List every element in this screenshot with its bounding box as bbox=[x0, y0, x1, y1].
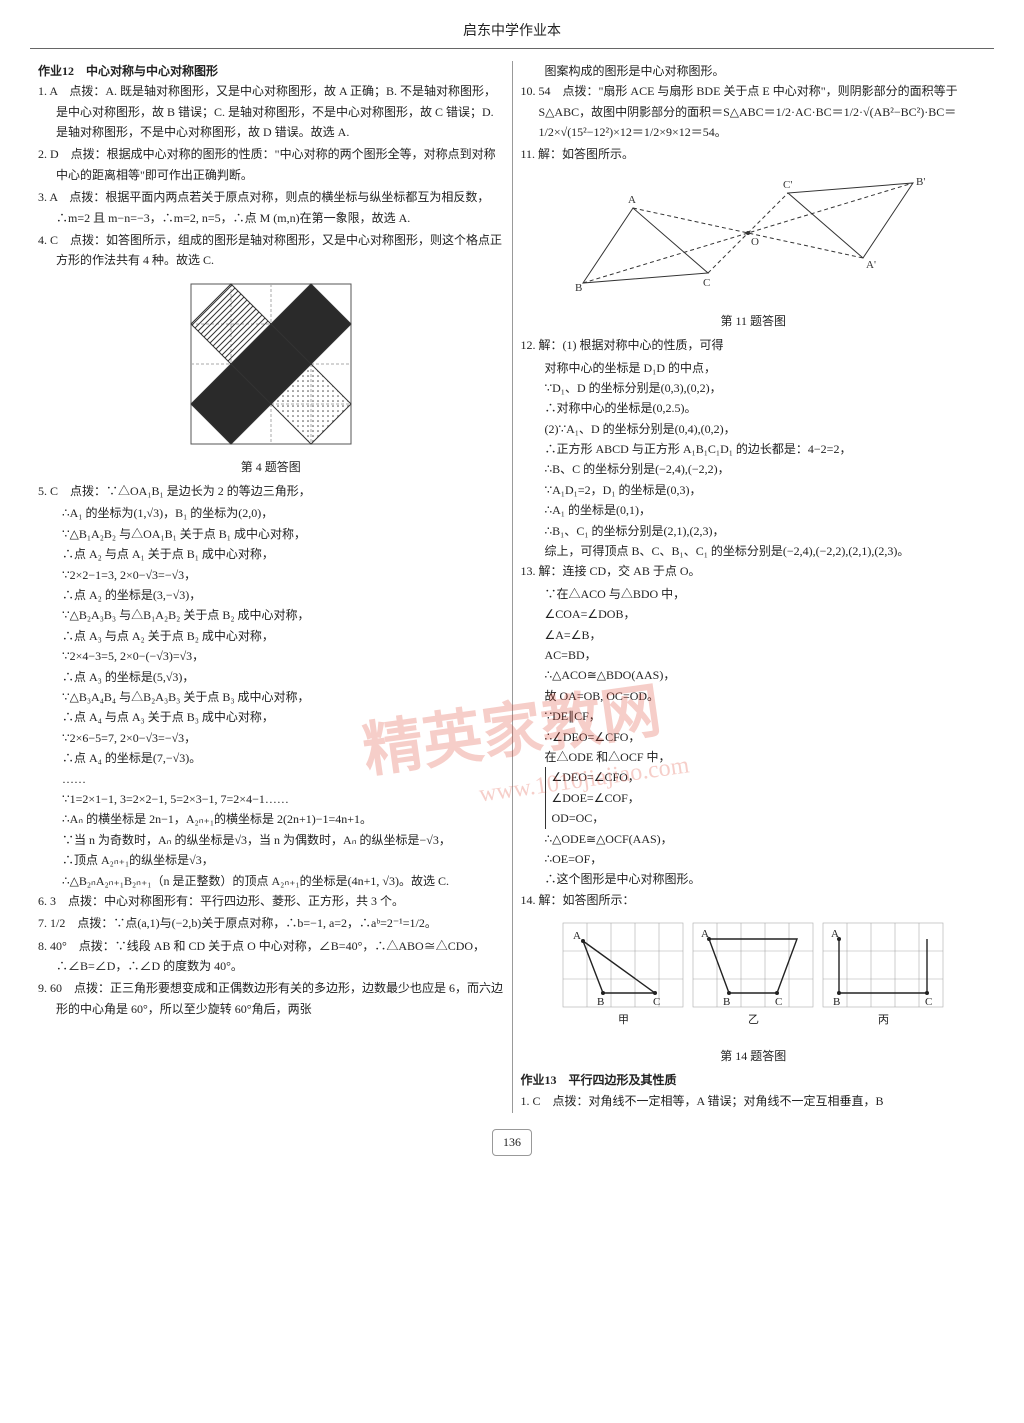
q9: 9. 60 点拨：正三角形要想变成和正偶数边形有关的多边形，边数最少也应是 6，… bbox=[38, 978, 504, 1019]
q5-line: ∴△B₂ₙA₂ₙ₊₁B₂ₙ₊₁（n 是正整数）的顶点 A₂ₙ₊₁的坐标是(4n+… bbox=[38, 871, 504, 891]
page-number: 136 bbox=[492, 1129, 532, 1155]
figure-4 bbox=[38, 279, 504, 449]
section-12-title: 作业12 中心对称与中心对称图形 bbox=[38, 61, 504, 81]
q12-line: ∴B、C 的坐标分别是(−2,4),(−2,2)， bbox=[521, 459, 987, 479]
q13-tail: ∴这个图形是中心对称图形。 bbox=[521, 869, 987, 889]
svg-text:A': A' bbox=[866, 259, 876, 271]
q13-line: 在△ODE 和△OCF 中， bbox=[521, 747, 987, 767]
q13-line: 故 OA=OB, OC=OD。 bbox=[521, 686, 987, 706]
s13-q1: 1. C 点拨：对角线不一定相等，A 错误；对角线不一定互相垂直，B bbox=[521, 1091, 987, 1111]
q5-lead: 5. C 点拨：∵△OA₁B₁ 是边长为 2 的等边三角形， bbox=[38, 481, 504, 501]
svg-text:A: A bbox=[701, 928, 709, 940]
q13-brace-line: ∠DEO=∠CFO， bbox=[552, 767, 987, 787]
q4: 4. C 点拨：如答图所示，组成的图形是轴对称图形，又是中心对称图形，则这个格点… bbox=[38, 230, 504, 271]
figure-11: O A B C C' A' B' bbox=[521, 173, 987, 303]
q13-line: ∠A=∠B， bbox=[521, 625, 987, 645]
q12-line: (2)∵A₁、D 的坐标分别是(0,4),(0,2)， bbox=[521, 419, 987, 439]
svg-text:A: A bbox=[831, 928, 839, 940]
q2: 2. D 点拨：根据成中心对称的图形的性质："中心对称的两个图形全等，对称点到对… bbox=[38, 144, 504, 185]
svg-text:C': C' bbox=[783, 179, 792, 191]
q13-line: ∴∠DEO=∠CFO， bbox=[521, 727, 987, 747]
svg-text:乙: 乙 bbox=[748, 1013, 759, 1026]
figure-4-caption: 第 4 题答图 bbox=[38, 457, 504, 477]
q12-line: ∴正方形 ABCD 与正方形 A₁B₁C₁D₁ 的边长都是：4−2=2， bbox=[521, 439, 987, 459]
q13-brace-line: ∠DOE=∠COF， bbox=[552, 788, 987, 808]
q12-line: 综上，可得顶点 B、C、B₁、C₁ 的坐标分别是(−2,4),(−2,2),(2… bbox=[521, 541, 987, 561]
q13-brace: ∠DEO=∠CFO， ∠DOE=∠COF， OD=OC， bbox=[545, 767, 987, 828]
svg-text:C: C bbox=[775, 996, 782, 1008]
q5-line: ∴点 A₂ 的坐标是(3,−√3)， bbox=[38, 585, 504, 605]
svg-text:O: O bbox=[751, 236, 759, 248]
q5-line: ∵2×6−5=7, 2×0−√3=−√3， bbox=[38, 728, 504, 748]
q3: 3. A 点拨：根据平面内两点若关于原点对称，则点的横坐标与纵坐标都互为相反数，… bbox=[38, 187, 504, 228]
q5-line: ∴点 A₂ 与点 A₁ 关于点 B₁ 成中心对称， bbox=[38, 544, 504, 564]
q5-line: ∴A₁ 的坐标为(1,√3)，B₁ 的坐标为(2,0)， bbox=[38, 503, 504, 523]
svg-text:丙: 丙 bbox=[878, 1014, 889, 1026]
q5-line: ∵△B₃A₄B₄ 与△B₂A₃B₃ 关于点 B₃ 成中心对称， bbox=[38, 687, 504, 707]
q5-line: ∴Aₙ 的横坐标是 2n−1，A₂ₙ₊₁的横坐标是 2(2n+1)−1=4n+1… bbox=[38, 809, 504, 829]
content-columns: 作业12 中心对称与中心对称图形 1. A 点拨：A. 既是轴对称图形，又是中心… bbox=[30, 61, 994, 1113]
r-intro: 图案构成的图形是中心对称图形。 bbox=[521, 61, 987, 81]
svg-text:B: B bbox=[597, 996, 604, 1008]
q13-line: ∵在△ACO 与△BDO 中， bbox=[521, 584, 987, 604]
page-header: 启东中学作业本 bbox=[30, 20, 994, 49]
q13-line: ∴△ACO≅△BDO(AAS)， bbox=[521, 665, 987, 685]
q12-line: 对称中心的坐标是 D₁D 的中点， bbox=[521, 358, 987, 378]
svg-text:B: B bbox=[575, 282, 582, 294]
q5-line: ∵△B₂A₃B₃ 与△B₁A₂B₂ 关于点 B₂ 成中心对称， bbox=[38, 605, 504, 625]
q1: 1. A 点拨：A. 既是轴对称图形，又是中心对称图形，故 A 正确；B. 不是… bbox=[38, 81, 504, 142]
svg-text:A: A bbox=[573, 930, 581, 942]
q12-line: ∵D₁、D 的坐标分别是(0,3),(0,2)， bbox=[521, 378, 987, 398]
q13-tail: ∴OE=OF， bbox=[521, 849, 987, 869]
q13-tail: ∴△ODE≅△OCF(AAS)， bbox=[521, 829, 987, 849]
q14-lead: 14. 解：如答图所示： bbox=[521, 890, 987, 910]
section-13-title: 作业13 平行四边形及其性质 bbox=[521, 1070, 987, 1090]
q5-line: …… bbox=[38, 769, 504, 789]
q5-line: ∵2×4−3=5, 2×0−(−√3)=√3， bbox=[38, 646, 504, 666]
page-number-area: 136 bbox=[30, 1129, 994, 1155]
q12-line: ∴对称中心的坐标是(0,2.5)。 bbox=[521, 398, 987, 418]
right-column: 图案构成的图形是中心对称图形。 10. 54 点拨："扇形 ACE 与扇形 BD… bbox=[513, 61, 995, 1113]
svg-text:C: C bbox=[925, 996, 932, 1008]
q5-line: ∵1=2×1−1, 3=2×2−1, 5=2×3−1, 7=2×4−1…… bbox=[38, 789, 504, 809]
svg-text:A: A bbox=[628, 194, 636, 206]
svg-text:B: B bbox=[723, 996, 730, 1008]
q13-brace-line: OD=OC， bbox=[552, 808, 987, 828]
q5-line: ∴顶点 A₂ₙ₊₁的纵坐标是√3， bbox=[38, 850, 504, 870]
q8: 8. 40° 点拨：∵线段 AB 和 CD 关于点 O 中心对称，∠B=40°，… bbox=[38, 936, 504, 977]
svg-text:C: C bbox=[703, 277, 710, 289]
q12-line: ∵A₁D₁=2，D₁ 的坐标是(0,3)， bbox=[521, 480, 987, 500]
q13-line: ∵DE∥CF， bbox=[521, 706, 987, 726]
q5-line: ∵2×2−1=3, 2×0−√3=−√3， bbox=[38, 565, 504, 585]
figure-14-caption: 第 14 题答图 bbox=[521, 1046, 987, 1066]
q13-line: ∠COA=∠DOB， bbox=[521, 604, 987, 624]
q12-line: ∴A₁ 的坐标是(0,1)， bbox=[521, 500, 987, 520]
left-column: 作业12 中心对称与中心对称图形 1. A 点拨：A. 既是轴对称图形，又是中心… bbox=[30, 61, 513, 1113]
q13-line: AC=BD， bbox=[521, 645, 987, 665]
q5-line: ∴点 A₄ 与点 A₃ 关于点 B₃ 成中心对称， bbox=[38, 707, 504, 727]
figure-14: A B C 甲 A B C 乙 bbox=[521, 918, 987, 1038]
svg-text:甲: 甲 bbox=[618, 1014, 629, 1026]
q5-line: ∵△B₁A₂B₂ 与△OA₁B₁ 关于点 B₁ 成中心对称， bbox=[38, 524, 504, 544]
figure-11-caption: 第 11 题答图 bbox=[521, 311, 987, 331]
svg-text:B': B' bbox=[916, 176, 925, 188]
q13-lead: 13. 解：连接 CD，交 AB 于点 O。 bbox=[521, 561, 987, 581]
q6: 6. 3 点拨：中心对称图形有：平行四边形、菱形、正方形，共 3 个。 bbox=[38, 891, 504, 911]
q5-line: ∴点 A₃ 的坐标是(5,√3)， bbox=[38, 667, 504, 687]
q7: 7. 1/2 点拨：∵点(a,1)与(−2,b)关于原点对称，∴b=−1, a=… bbox=[38, 913, 504, 933]
q5-line: ∴点 A₃ 与点 A₂ 关于点 B₂ 成中心对称， bbox=[38, 626, 504, 646]
q5-line: ∵当 n 为奇数时，Aₙ 的纵坐标是√3，当 n 为偶数时，Aₙ 的纵坐标是−√… bbox=[38, 830, 504, 850]
q12-lead: 12. 解：(1) 根据对称中心的性质，可得 bbox=[521, 335, 987, 355]
svg-text:C: C bbox=[653, 996, 660, 1008]
q5-line: ∴点 A₄ 的坐标是(7,−√3)。 bbox=[38, 748, 504, 768]
q12-line: ∴B₁、C₁ 的坐标分别是(2,1),(2,3)， bbox=[521, 521, 987, 541]
q11-lead: 11. 解：如答图所示。 bbox=[521, 144, 987, 164]
q10: 10. 54 点拨："扇形 ACE 与扇形 BDE 关于点 E 中心对称"，则阴… bbox=[521, 81, 987, 142]
svg-text:B: B bbox=[833, 996, 840, 1008]
